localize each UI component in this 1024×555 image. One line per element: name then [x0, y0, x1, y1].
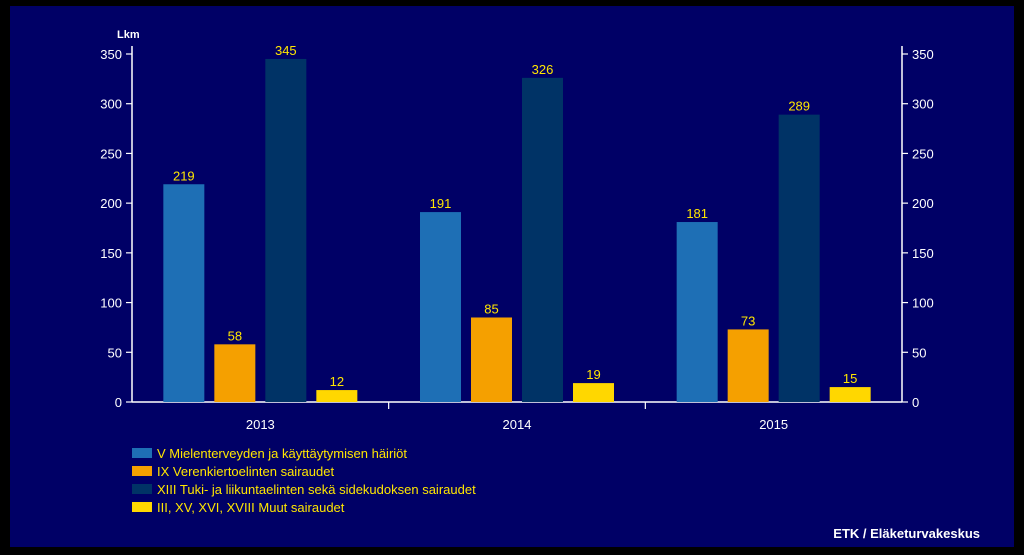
- y-tick-label-left: 150: [100, 246, 122, 261]
- chart-frame: 0 0 50 50 100 100 150 150 200 200 250 250 300 300 350 3…: [10, 6, 1014, 547]
- data-label: 191: [430, 196, 452, 211]
- data-label: 85: [484, 301, 498, 316]
- bar: [316, 390, 358, 402]
- y-tick-label-right: 150: [912, 246, 934, 261]
- bar: [573, 383, 614, 402]
- bars: [163, 58, 871, 402]
- bar: [265, 58, 307, 402]
- bar-chart: 0 0 50 50 100 100 150 150 200 200 250 250 300 300 350 3…: [100, 29, 980, 541]
- bar: [420, 212, 461, 402]
- y-tick-label-right: 300: [912, 97, 934, 112]
- data-label: 181: [686, 206, 708, 221]
- data-label: 58: [228, 328, 242, 343]
- legend-label: IX Verenkiertoelinten sairaudet: [157, 464, 334, 479]
- x-tick-label: 2013: [246, 417, 275, 432]
- bar: [778, 114, 820, 402]
- bar: [214, 344, 256, 402]
- x-tick-label: 2014: [503, 417, 532, 432]
- y-tick-label-left: 0: [115, 395, 122, 410]
- axes: 0 0 50 50 100 100 150 150 200 200 250 250 300 300 350 3…: [100, 46, 934, 432]
- y-tick-label-right: 0: [912, 395, 919, 410]
- y-tick-label-right: 100: [912, 296, 934, 311]
- source-label: ETK / Eläketurvakeskus: [833, 526, 980, 541]
- data-label: 345: [275, 43, 297, 58]
- bar: [471, 317, 512, 402]
- y-tick-label-right: 350: [912, 47, 934, 62]
- data-label: 15: [843, 371, 857, 386]
- y-tick-label-left: 350: [100, 47, 122, 62]
- data-labels: 219 58 345 12 191 85 326 19 181 73 289 15: [173, 43, 857, 389]
- bar: [676, 222, 718, 402]
- x-tick-label: 2015: [759, 417, 788, 432]
- bar: [829, 387, 871, 402]
- legend-label: III, XV, XVI, XVIII Muut sairaudet: [157, 500, 345, 515]
- bar: [163, 184, 205, 402]
- data-label: 219: [173, 168, 195, 183]
- y-tick-label-right: 250: [912, 146, 934, 161]
- legend: V Mielenterveyden ja käyttäytymisen häir…: [132, 446, 476, 515]
- y-tick-label-left: 300: [100, 97, 122, 112]
- legend-swatch: [132, 502, 152, 512]
- y-tick-label-left: 250: [100, 146, 122, 161]
- legend-swatch: [132, 466, 152, 476]
- legend-label: XIII Tuki- ja liikuntaelinten sekä sidek…: [157, 482, 476, 497]
- y-tick-label-left: 100: [100, 296, 122, 311]
- y-tick-label-right: 50: [912, 345, 926, 360]
- data-label: 326: [532, 62, 554, 77]
- data-label: 19: [586, 367, 600, 382]
- bar: [522, 77, 563, 402]
- data-label: 73: [741, 313, 755, 328]
- y-axis-unit-label: Lkm: [117, 29, 140, 41]
- y-tick-label-left: 200: [100, 196, 122, 211]
- y-tick-label-right: 200: [912, 196, 934, 211]
- y-tick-label-left: 50: [108, 345, 122, 360]
- bar: [727, 329, 769, 402]
- legend-swatch: [132, 448, 152, 458]
- legend-swatch: [132, 484, 152, 494]
- legend-label: V Mielenterveyden ja käyttäytymisen häir…: [157, 446, 407, 461]
- data-label: 12: [330, 374, 344, 389]
- data-label: 289: [788, 99, 810, 114]
